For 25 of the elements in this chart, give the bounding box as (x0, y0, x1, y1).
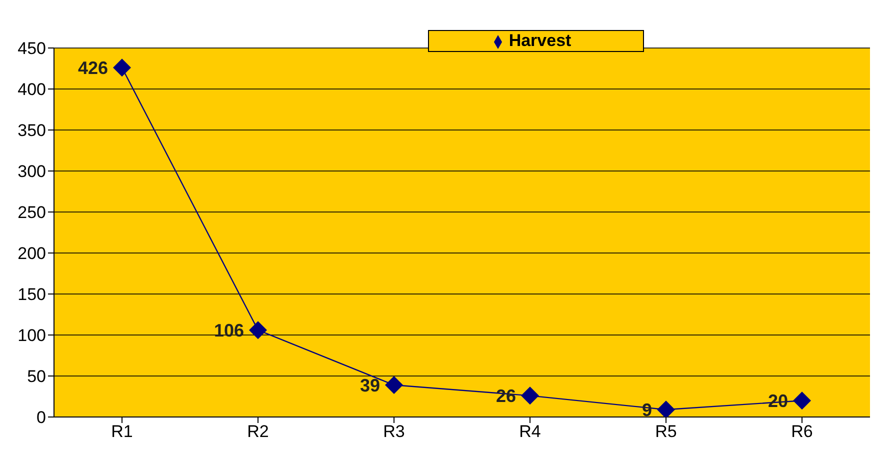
y-tick-label: 50 (27, 367, 46, 386)
x-tick-label: R3 (383, 422, 405, 442)
y-tick-label: 450 (18, 39, 46, 58)
y-tick-label: 150 (18, 285, 46, 304)
legend-label: Harvest (508, 31, 572, 50)
x-tick-label: R2 (247, 422, 269, 442)
x-tick-label: R6 (791, 422, 813, 442)
y-tick-label: 200 (18, 244, 46, 264)
point (385, 376, 403, 394)
point (793, 392, 811, 410)
data-label: 39 (360, 375, 380, 396)
point (113, 58, 131, 77)
y-tick-label: 300 (18, 162, 46, 182)
y-tick-label: 0 (36, 408, 46, 428)
y-tick-label: 250 (18, 203, 46, 222)
x-tick-label: R5 (655, 422, 677, 442)
y-tick-label: 400 (18, 80, 46, 100)
y-tick-label: 350 (18, 121, 46, 140)
point (657, 400, 675, 417)
point (249, 321, 267, 340)
y-tick-label: 100 (18, 326, 46, 346)
point (521, 386, 539, 405)
x-tick-label: R1 (111, 422, 133, 442)
x-tick-label: R4 (519, 422, 541, 442)
data-label: 426 (78, 58, 108, 78)
